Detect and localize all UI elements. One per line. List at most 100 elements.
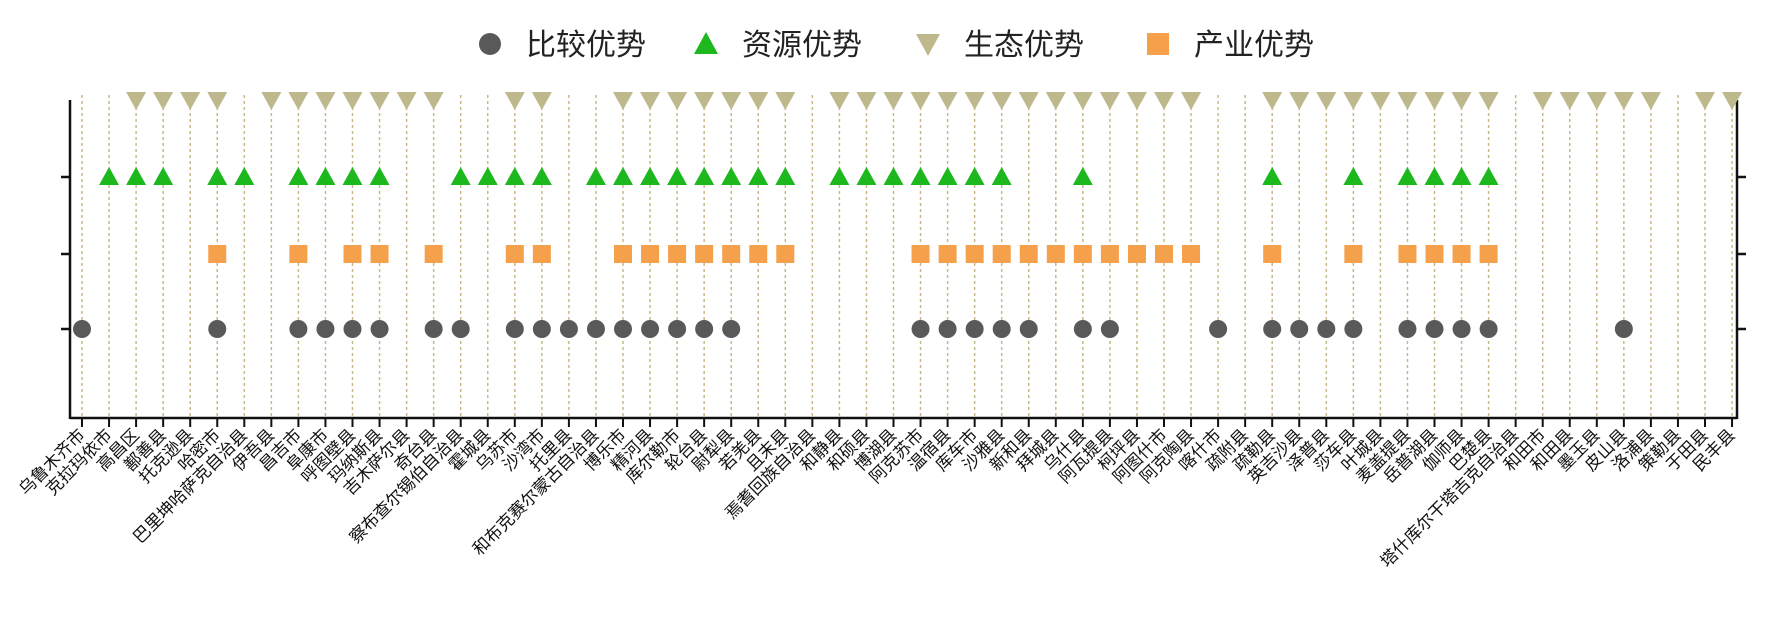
point-circle bbox=[722, 320, 741, 338]
point-square bbox=[1263, 245, 1282, 263]
point-square bbox=[776, 245, 795, 263]
point-triangle-up bbox=[288, 167, 309, 185]
point-circle bbox=[614, 320, 632, 338]
point-circle bbox=[73, 320, 91, 338]
point-square bbox=[695, 245, 714, 263]
point-square bbox=[1155, 245, 1173, 263]
point-circle bbox=[911, 320, 930, 338]
point-triangle-up bbox=[667, 167, 688, 185]
point-square bbox=[289, 245, 308, 263]
point-triangle-down bbox=[1289, 92, 1310, 110]
point-triangle-up bbox=[1343, 167, 1364, 185]
point-circle bbox=[938, 320, 957, 338]
point-triangle-down bbox=[1045, 92, 1066, 110]
point-triangle-down bbox=[1099, 92, 1120, 110]
point-triangle-down bbox=[369, 92, 390, 110]
point-triangle-down bbox=[1478, 92, 1499, 110]
point-square bbox=[208, 245, 227, 263]
point-triangle-down bbox=[613, 92, 633, 110]
point-square bbox=[911, 245, 930, 263]
point-triangle-up bbox=[369, 167, 390, 185]
point-triangle-up bbox=[883, 167, 904, 185]
point-triangle-down bbox=[1262, 92, 1283, 110]
point-triangle-up bbox=[1451, 167, 1472, 185]
point-triangle-up bbox=[613, 167, 633, 185]
point-triangle-down bbox=[964, 92, 985, 110]
point-circle bbox=[586, 320, 605, 338]
point-triangle-up bbox=[585, 167, 606, 185]
point-square bbox=[614, 245, 632, 263]
legend-label: 产业优势 bbox=[1194, 28, 1314, 63]
point-square bbox=[1046, 245, 1065, 263]
point-square bbox=[1452, 245, 1471, 263]
point-square bbox=[749, 245, 768, 263]
point-triangle-up bbox=[1478, 167, 1499, 185]
point-square bbox=[641, 245, 660, 263]
point-square bbox=[1479, 245, 1498, 263]
point-triangle-up bbox=[207, 167, 228, 185]
x-tick-labels: 乌鲁木齐市克拉玛依市高昌区鄯善县托克逊县哈密市巴里坤哈萨克自治县伊吾县昌吉市阜康… bbox=[15, 425, 1739, 572]
point-triangle-down bbox=[910, 92, 931, 110]
point-square bbox=[1344, 245, 1363, 263]
point-circle bbox=[1452, 320, 1471, 338]
point-triangle-down bbox=[748, 92, 769, 110]
point-triangle-down bbox=[288, 92, 309, 110]
point-circle bbox=[424, 320, 443, 338]
point-triangle-down bbox=[1559, 92, 1580, 110]
point-triangle-up bbox=[775, 167, 796, 185]
point-triangle-up bbox=[99, 167, 120, 185]
legend-marker-triangle-down bbox=[916, 34, 940, 56]
point-triangle-down bbox=[640, 92, 661, 110]
point-circle bbox=[1290, 320, 1309, 338]
point-triangle-down bbox=[1451, 92, 1472, 110]
point-triangle-down bbox=[1343, 92, 1364, 110]
point-triangle-down bbox=[180, 92, 201, 110]
point-triangle-down bbox=[1722, 92, 1743, 110]
point-square bbox=[722, 245, 741, 263]
point-triangle-up bbox=[910, 167, 931, 185]
point-circle bbox=[370, 320, 389, 338]
point-circle bbox=[668, 320, 687, 338]
point-square bbox=[1019, 245, 1038, 263]
point-square bbox=[1182, 245, 1201, 263]
point-circle bbox=[532, 320, 551, 338]
point-circle bbox=[1209, 320, 1228, 338]
point-triangle-down bbox=[694, 92, 715, 110]
point-triangle-down bbox=[1181, 92, 1202, 110]
legend-label: 生态优势 bbox=[964, 28, 1084, 63]
point-circle bbox=[1398, 320, 1417, 338]
point-circle bbox=[992, 320, 1011, 338]
point-triangle-down bbox=[883, 92, 904, 110]
point-triangle-down bbox=[1316, 92, 1337, 110]
point-triangle-down bbox=[153, 92, 174, 110]
point-square bbox=[938, 245, 957, 263]
point-triangle-up bbox=[450, 167, 471, 185]
point-triangle-down bbox=[1018, 92, 1039, 110]
point-triangle-down bbox=[531, 92, 552, 110]
point-triangle-down bbox=[1586, 92, 1607, 110]
point-circle bbox=[641, 320, 660, 338]
point-triangle-up bbox=[234, 167, 255, 185]
point-triangle-up bbox=[315, 167, 336, 185]
point-triangle-down bbox=[126, 92, 147, 110]
data-markers bbox=[73, 92, 1743, 338]
point-triangle-up bbox=[1424, 167, 1445, 185]
point-triangle-down bbox=[342, 92, 363, 110]
point-triangle-down bbox=[856, 92, 877, 110]
point-triangle-down bbox=[1154, 92, 1174, 110]
legend-label: 比较优势 bbox=[526, 28, 646, 63]
point-circle bbox=[1425, 320, 1444, 338]
point-circle bbox=[1344, 320, 1363, 338]
point-triangle-down bbox=[721, 92, 742, 110]
point-triangle-down bbox=[261, 92, 282, 110]
point-circle bbox=[695, 320, 714, 338]
legend-marker-triangle-up bbox=[694, 32, 718, 54]
point-triangle-down bbox=[775, 92, 796, 110]
point-circle bbox=[1073, 320, 1092, 338]
point-triangle-down bbox=[504, 92, 525, 110]
point-square bbox=[668, 245, 687, 263]
point-square bbox=[1073, 245, 1092, 263]
point-triangle-up bbox=[342, 167, 363, 185]
point-square bbox=[370, 245, 389, 263]
point-triangle-down bbox=[207, 92, 228, 110]
